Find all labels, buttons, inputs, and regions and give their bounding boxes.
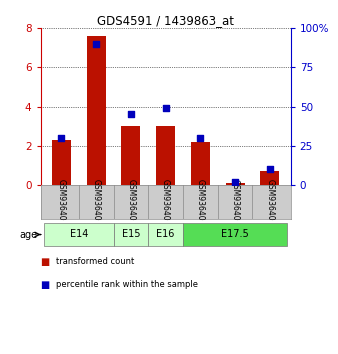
- Text: transformed count: transformed count: [56, 257, 134, 267]
- Text: GSM936403: GSM936403: [57, 179, 66, 225]
- Point: [163, 105, 168, 111]
- Text: ■: ■: [41, 280, 50, 290]
- Text: E17.5: E17.5: [221, 229, 249, 239]
- Point: [233, 179, 238, 184]
- Bar: [183, 223, 287, 246]
- Text: age: age: [19, 229, 37, 240]
- Text: ■: ■: [41, 257, 50, 267]
- Point: [59, 135, 64, 141]
- Bar: [114, 223, 148, 246]
- Text: GSM936400: GSM936400: [196, 179, 205, 225]
- Bar: [44, 223, 114, 246]
- Text: GSM936404: GSM936404: [92, 179, 101, 225]
- Point: [267, 166, 272, 172]
- Bar: [191, 142, 210, 185]
- Text: GSM936401: GSM936401: [231, 179, 240, 225]
- Point: [198, 135, 203, 141]
- Bar: [121, 126, 140, 185]
- Point: [128, 112, 134, 117]
- Bar: [156, 126, 175, 185]
- Text: percentile rank within the sample: percentile rank within the sample: [56, 280, 198, 290]
- Bar: [260, 171, 280, 185]
- Text: E14: E14: [70, 229, 88, 239]
- Bar: [225, 183, 245, 185]
- Point: [93, 41, 99, 47]
- Text: GSM936406: GSM936406: [265, 179, 274, 225]
- Title: GDS4591 / 1439863_at: GDS4591 / 1439863_at: [97, 14, 234, 27]
- Text: E15: E15: [122, 229, 140, 239]
- Bar: [87, 36, 106, 185]
- Text: GSM936402: GSM936402: [161, 179, 170, 225]
- Text: GSM936405: GSM936405: [126, 179, 136, 225]
- Bar: [52, 140, 71, 185]
- Text: E16: E16: [156, 229, 175, 239]
- Bar: [148, 223, 183, 246]
